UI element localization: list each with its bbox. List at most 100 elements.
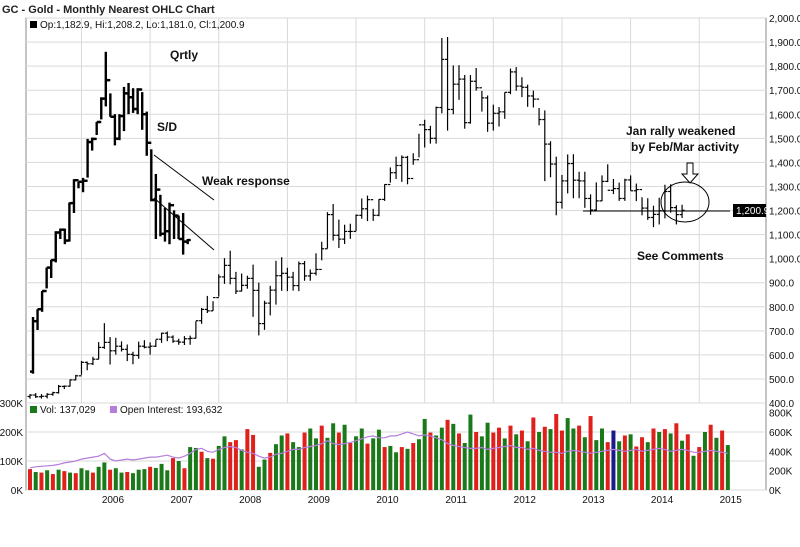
- volume-bar: [720, 430, 725, 490]
- monthly-ohlc-bar: [319, 241, 325, 271]
- volume-bar: [85, 470, 90, 490]
- monthly-ohlc-bar: [353, 214, 359, 233]
- ohlc-legend: Op:1,182.9, Hi:1,208.2, Lo:1,181.0, Cl:1…: [40, 20, 245, 31]
- x-tick-label: 2009: [308, 495, 331, 506]
- volume-bar: [239, 449, 244, 490]
- volume-bar: [136, 469, 141, 490]
- price-axis: 400.0 500.0 600.0 700.0 800.0 900.0 1,000.0 1,1…: [769, 14, 800, 410]
- annotation-drawings: [153, 154, 730, 251]
- volume-bar: [422, 418, 427, 490]
- volume-bar: [371, 438, 376, 490]
- annotation-sd: S/D: [157, 120, 177, 134]
- volume-right-axis: 0K 200K 400K 600K 800K: [769, 409, 793, 497]
- monthly-ohlc-bar: [542, 110, 548, 182]
- volume-bar: [376, 429, 381, 490]
- monthly-ohlc-bar: [61, 385, 67, 390]
- annotation-feb-mar: by Feb/Mar activity: [631, 140, 739, 154]
- monthly-ohlc-bar: [387, 167, 393, 186]
- volume-bar: [399, 447, 404, 490]
- monthly-ohlc-bar: [416, 124, 422, 161]
- monthly-ohlc-bar: [221, 258, 227, 284]
- monthly-ohlc-bar: [490, 104, 496, 131]
- monthly-ohlc-bar: [96, 342, 102, 360]
- volume-right-tick-label: 0K: [769, 486, 782, 497]
- volume-bar: [640, 437, 645, 490]
- volume-bar: [268, 452, 273, 490]
- monthly-ohlc-bar: [164, 331, 170, 342]
- price-tick-label: 1,300.0: [769, 182, 800, 193]
- volume-bar: [33, 472, 38, 490]
- monthly-ohlc-bar: [67, 379, 73, 387]
- volume-bar: [62, 471, 67, 490]
- volume-bar: [382, 447, 387, 490]
- open-interest-line: [29, 431, 728, 469]
- monthly-ohlc-bar: [307, 269, 313, 281]
- monthly-ohlc-bar: [364, 195, 370, 222]
- monthly-ohlc-bar: [347, 223, 353, 239]
- monthly-ohlc-bar: [210, 297, 216, 312]
- volume-bar: [685, 434, 690, 490]
- volume-bar: [462, 443, 467, 490]
- volume-bar: [445, 419, 450, 490]
- monthly-ohlc-bar: [593, 182, 599, 211]
- volume-bar: [457, 433, 461, 490]
- volume-bar: [130, 473, 135, 490]
- monthly-ohlc-bar: [553, 156, 559, 216]
- monthly-ohlc-bar: [78, 360, 84, 377]
- volume-bar: [657, 432, 662, 490]
- monthly-ohlc-bar: [342, 224, 348, 244]
- volume-bar: [348, 443, 353, 490]
- volume-bar: [171, 458, 175, 490]
- monthly-ohlc-bar: [393, 156, 399, 179]
- price-tick-label: 700.0: [769, 327, 794, 338]
- volume-bar: [228, 442, 233, 490]
- chart-title: GC - Gold - Monthly Nearest OHLC Chart: [2, 4, 215, 16]
- volume-left-tick-label: 300K: [0, 399, 23, 410]
- volume-bar: [411, 443, 416, 490]
- monthly-ohlc-bar: [422, 119, 428, 148]
- x-tick-label: 2008: [239, 495, 262, 506]
- volume-bar: [148, 466, 153, 490]
- volume-bar: [153, 467, 158, 490]
- monthly-ohlc-bar: [479, 87, 485, 112]
- monthly-ohlc-bar: [473, 68, 479, 91]
- monthly-ohlc-bar: [33, 393, 39, 398]
- volume-bar: [485, 422, 490, 490]
- last-price-label: 1,200.9: [736, 206, 770, 217]
- volume-bar: [582, 437, 587, 490]
- volume-bar: [256, 466, 261, 490]
- volume-bar: [159, 463, 164, 490]
- volume-bar: [331, 423, 336, 490]
- monthly-ohlc-bar: [130, 351, 136, 365]
- monthly-ohlc-bar: [370, 199, 376, 221]
- monthly-ohlc-bar: [204, 295, 210, 314]
- volume-bar: [28, 469, 32, 490]
- monthly-ohlc-bar: [513, 67, 519, 91]
- volume-left-axis: 0K 100K 200K 300K: [0, 399, 23, 497]
- monthly-ohlc-bar: [136, 341, 142, 359]
- volume-bar: [119, 472, 124, 490]
- monthly-ohlc-bar: [267, 285, 273, 316]
- price-tick-label: 2,000.0: [769, 14, 800, 25]
- monthly-ohlc-bar: [548, 141, 554, 178]
- monthly-ohlc-bar: [456, 65, 462, 100]
- volume-bar: [622, 435, 627, 490]
- volume-bar: [354, 436, 359, 490]
- price-tick-label: 1,700.0: [769, 86, 800, 97]
- price-tick-label: 1,500.0: [769, 134, 800, 145]
- volume-bar: [222, 436, 227, 490]
- monthly-ohlc-bar: [633, 183, 639, 202]
- volume-bar: [308, 428, 313, 490]
- volume-bar: [302, 432, 307, 490]
- volume-bar: [617, 441, 622, 490]
- monthly-ohlc-bar: [153, 338, 159, 347]
- monthly-ohlc-bar: [290, 271, 296, 291]
- monthly-ohlc-bar: [256, 282, 262, 336]
- volume-bar: [245, 429, 250, 490]
- volume-right-tick-label: 600K: [769, 428, 793, 439]
- volume-bar: [262, 459, 267, 490]
- price-tick-label: 1,200.0: [769, 207, 800, 218]
- volume-bar: [542, 426, 547, 490]
- volume-bar: [336, 432, 341, 490]
- highlight-circle: [660, 181, 710, 223]
